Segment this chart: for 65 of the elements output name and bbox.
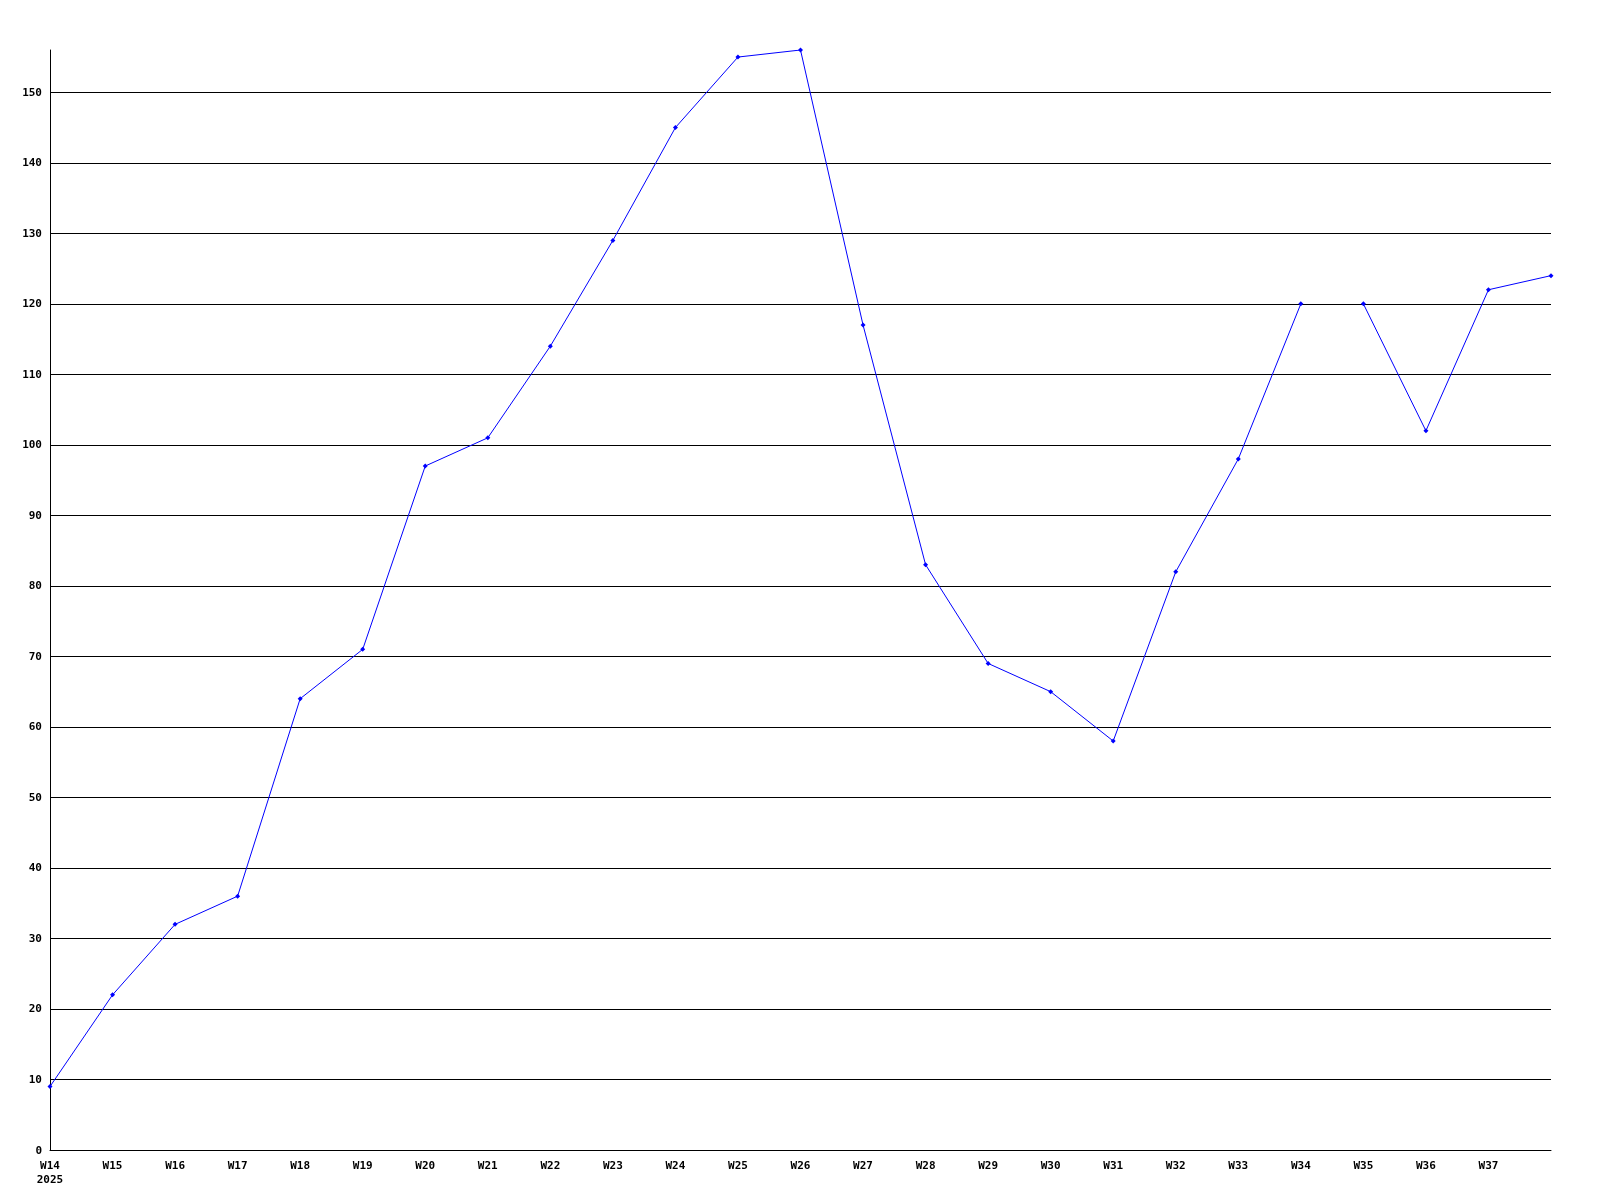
point	[110, 992, 116, 998]
x-tick-label: W33	[1228, 1158, 1249, 1172]
x-tick-label: W22	[540, 1158, 561, 1172]
point	[860, 322, 866, 328]
x-tick-label: W18	[290, 1158, 311, 1172]
point	[735, 54, 741, 60]
point	[297, 696, 303, 702]
x-tick-label: W32	[1165, 1158, 1186, 1172]
x-tick-label: W19	[352, 1158, 373, 1172]
x-tick-label: W30	[1040, 1158, 1061, 1172]
y-tick-label: 10	[28, 1072, 42, 1086]
point	[235, 893, 241, 899]
x-tick-label: W35	[1353, 1158, 1374, 1172]
point	[1423, 428, 1429, 434]
point	[422, 463, 428, 469]
point	[798, 47, 803, 53]
y-tick-label: 90	[28, 508, 42, 522]
point	[485, 435, 491, 441]
x-tick-label: W27	[853, 1158, 873, 1172]
y-tick-label: 20	[28, 1002, 42, 1016]
x-tick-label: W29	[978, 1158, 999, 1172]
y-tick-label: 30	[28, 931, 42, 945]
point	[1048, 689, 1054, 695]
y-tick-label: 140	[22, 156, 42, 170]
x-tick-label: W28	[915, 1158, 936, 1172]
x-tick-label: W17	[227, 1158, 248, 1172]
point	[1110, 738, 1116, 744]
x-tick-label: W24	[665, 1158, 686, 1172]
point	[360, 646, 366, 652]
point	[547, 343, 553, 349]
x-tick-label: W26	[790, 1158, 811, 1172]
point	[1485, 287, 1491, 293]
y-tick-label: 120	[22, 297, 42, 311]
y-tick-label: 0	[35, 1143, 42, 1157]
x-tick-label: W37	[1478, 1158, 1499, 1172]
point	[1548, 273, 1554, 279]
x-tick-label: W36	[1415, 1158, 1437, 1172]
point	[985, 660, 991, 666]
point	[47, 1084, 53, 1090]
x-tick-label: W34	[1290, 1158, 1312, 1172]
y-tick-label: 110	[22, 367, 42, 381]
y-tick-label: 150	[22, 85, 42, 99]
x-tick-label: W31	[1103, 1158, 1124, 1172]
x-tick-label: W21	[477, 1158, 499, 1172]
y-tick-label: 40	[28, 861, 42, 875]
point	[1360, 301, 1366, 307]
x-tick-label: W14 2025	[36, 1158, 64, 1186]
point	[1298, 301, 1304, 307]
y-tick-label: 60	[28, 720, 42, 734]
x-tick-label: W15	[102, 1158, 123, 1172]
point	[172, 921, 178, 927]
y-tick-label: 80	[28, 579, 42, 593]
y-tick-label: 100	[22, 438, 42, 452]
point	[923, 562, 929, 568]
x-tick-label: W16	[165, 1158, 186, 1172]
point	[1235, 456, 1241, 462]
x-tick-label: W25	[728, 1158, 748, 1172]
x-tick-label: W20	[415, 1158, 436, 1172]
point	[1173, 569, 1179, 575]
y-tick-label: 50	[28, 790, 42, 804]
x-tick-label: W23	[602, 1158, 623, 1172]
point	[672, 125, 678, 131]
y-tick-label: 70	[28, 649, 42, 663]
point	[610, 237, 616, 243]
y-tick-label: 130	[22, 226, 42, 240]
